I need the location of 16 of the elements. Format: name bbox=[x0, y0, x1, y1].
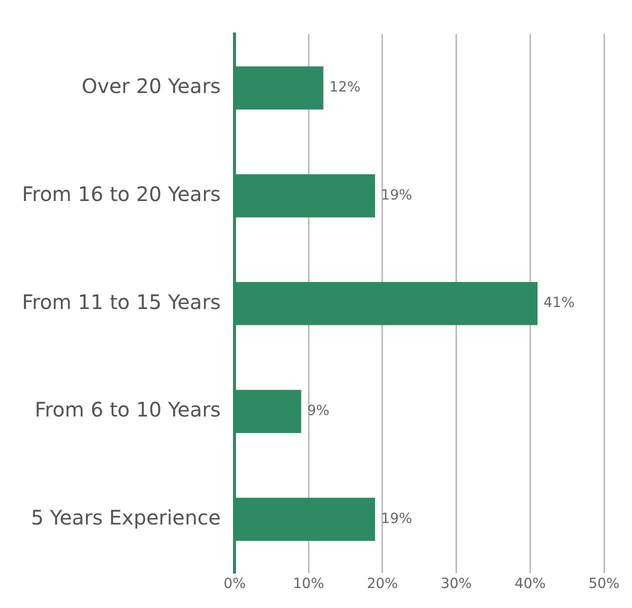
y-tick-label: From 11 to 15 Years bbox=[22, 290, 221, 314]
x-tick-label: 40% bbox=[514, 576, 546, 592]
y-tick-label: From 16 to 20 Years bbox=[22, 182, 221, 206]
data-label: 19% bbox=[381, 510, 412, 527]
x-tick-label: 20% bbox=[366, 576, 398, 592]
x-tick-label: 0% bbox=[224, 576, 246, 592]
x-tick-label: 30% bbox=[440, 576, 472, 592]
y-tick-label: Over 20 Years bbox=[82, 74, 221, 98]
data-label: 19% bbox=[381, 187, 412, 204]
data-label: 9% bbox=[307, 403, 330, 420]
data-label: 41% bbox=[544, 295, 575, 312]
y-tick-label: From 6 to 10 Years bbox=[34, 398, 221, 422]
data-label: 12% bbox=[329, 80, 360, 96]
x-tick-label: 50% bbox=[588, 576, 620, 592]
x-tick-label: 10% bbox=[293, 576, 324, 592]
y-tick-label: 5 Years Experience bbox=[30, 505, 221, 530]
